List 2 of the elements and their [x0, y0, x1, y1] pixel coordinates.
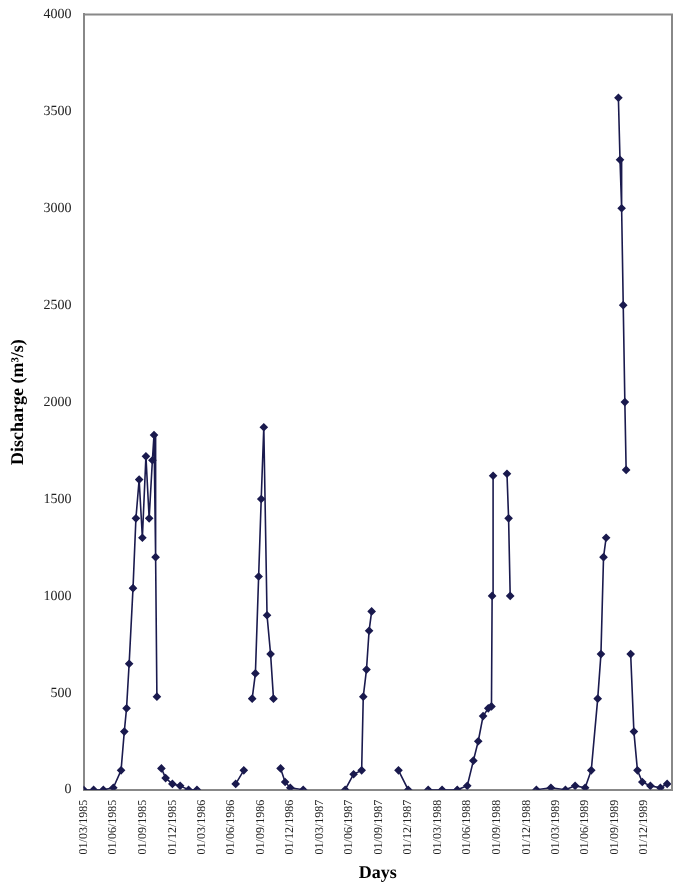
x-axis-title: Days — [358, 861, 398, 882]
y-axis-title: Discharge (m³/s) — [7, 339, 28, 465]
